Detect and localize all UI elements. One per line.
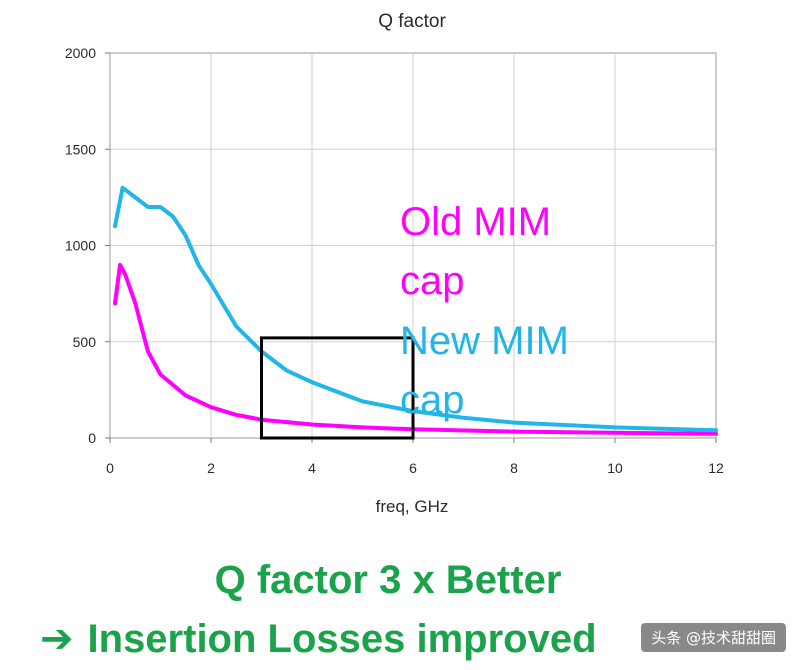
y-tick-label-2: 1000 xyxy=(65,238,96,254)
x-tick-label-0: 0 xyxy=(106,460,114,476)
series-group xyxy=(113,185,718,436)
annotation-old-line2: cap xyxy=(400,259,465,303)
x-tick-label-6: 12 xyxy=(708,460,724,476)
x-tick-label-4: 8 xyxy=(510,460,518,476)
y-tick-label-4: 2000 xyxy=(65,45,96,61)
q-factor-chart: Q factor 0 2 4 6 8 10 12 0 500 1000 1500 2000 Old M… xyxy=(65,11,724,516)
x-axis-label: freq, GHz xyxy=(376,497,449,516)
headline-insertion-losses: ➔ Insertion Losses improved xyxy=(40,616,800,662)
x-tick-label-3: 6 xyxy=(409,460,417,476)
series-line-1 xyxy=(113,185,718,433)
annotation-new-line2: cap xyxy=(400,378,465,422)
x-tick-label-2: 4 xyxy=(308,460,316,476)
headline-insertion-losses-text: Insertion Losses improved xyxy=(87,617,597,661)
annotation-new-line1: New MIM xyxy=(400,319,569,363)
x-tick-label-1: 2 xyxy=(207,460,215,476)
axis-ticks: 0 2 4 6 8 10 12 0 500 1000 1500 2000 xyxy=(65,45,724,476)
highlight-box xyxy=(260,336,415,440)
headline-quality: Q factor 3 x Better xyxy=(214,558,562,602)
y-tick-label-0: 0 xyxy=(88,430,96,446)
annotation-old-line1: Old MIM xyxy=(400,200,551,244)
y-tick-label-3: 1500 xyxy=(65,141,96,157)
watermark: 头条 @技术甜甜圈 xyxy=(641,623,786,652)
y-tick-label-1: 500 xyxy=(73,334,97,350)
x-tick-label-5: 10 xyxy=(607,460,623,476)
series-line-0 xyxy=(113,262,718,436)
arrow-icon: ➔ xyxy=(40,617,74,661)
chart-title: Q factor xyxy=(378,11,446,32)
